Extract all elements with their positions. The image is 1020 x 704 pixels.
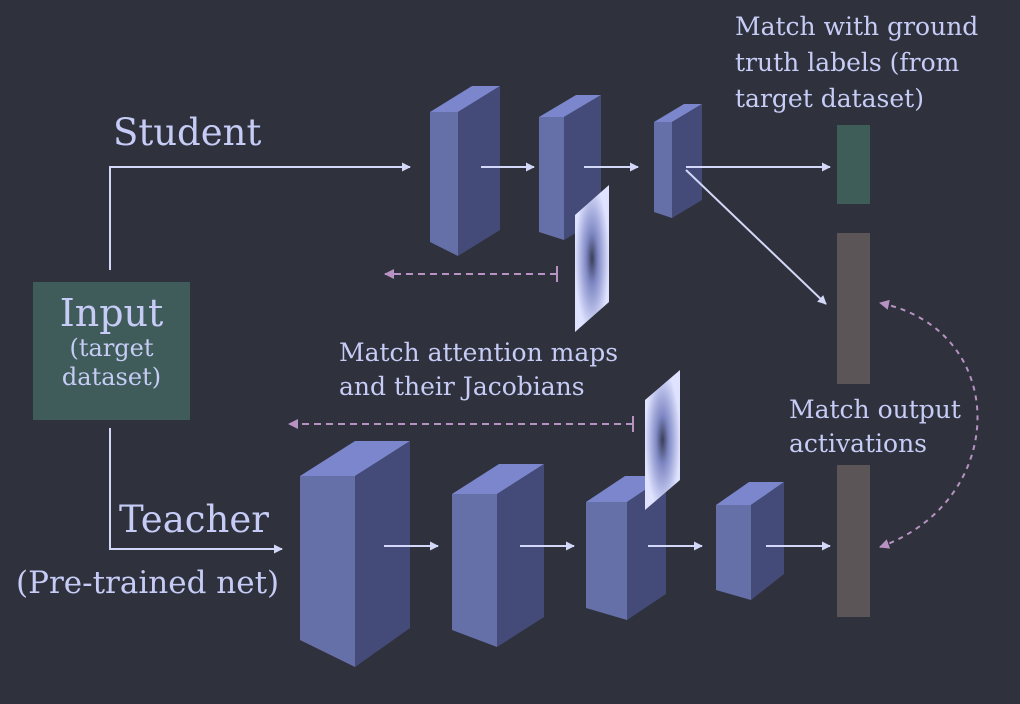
student-block-1 <box>430 86 500 256</box>
attention-caption-line-2: and their Jacobians <box>339 372 585 401</box>
student-block-3 <box>654 104 702 218</box>
teacher-output-bar <box>837 465 870 617</box>
output-caption-line-1: Match output <box>789 395 961 424</box>
teacher-block-1 <box>300 441 410 667</box>
student-output-bar <box>837 233 870 384</box>
teacher-attention-map <box>645 370 680 510</box>
ground-truth-caption-line-2: truth labels (from <box>735 48 960 77</box>
attention-caption-line-1: Match attention maps <box>339 338 619 367</box>
input-to-teacher-arrow <box>109 428 283 554</box>
input-title: Input <box>59 291 164 335</box>
student-label: Student <box>113 111 262 154</box>
output-caption-line-2: activations <box>789 429 928 458</box>
pretrained-net-label: (Pre-trained net) <box>16 565 280 601</box>
student-to-activations-arrow <box>685 169 827 305</box>
teacher-label: Teacher <box>119 498 269 541</box>
input-box: Input (target dataset) <box>33 282 190 420</box>
teacher-block-4 <box>716 482 784 600</box>
ground-truth-label-bar <box>837 125 870 204</box>
ground-truth-caption-line-3: target dataset) <box>735 84 924 113</box>
teacher-block-3 <box>586 476 666 620</box>
input-subtitle-line-2: dataset) <box>61 363 162 391</box>
input-subtitle-line-1: (target <box>69 334 154 362</box>
student-attention-map <box>575 185 609 332</box>
teacher-block-2 <box>452 464 544 647</box>
output-activations-dashed-arrow <box>879 299 979 549</box>
ground-truth-caption-line-1: Match with ground <box>735 12 979 41</box>
input-to-student-arrow <box>109 162 411 270</box>
